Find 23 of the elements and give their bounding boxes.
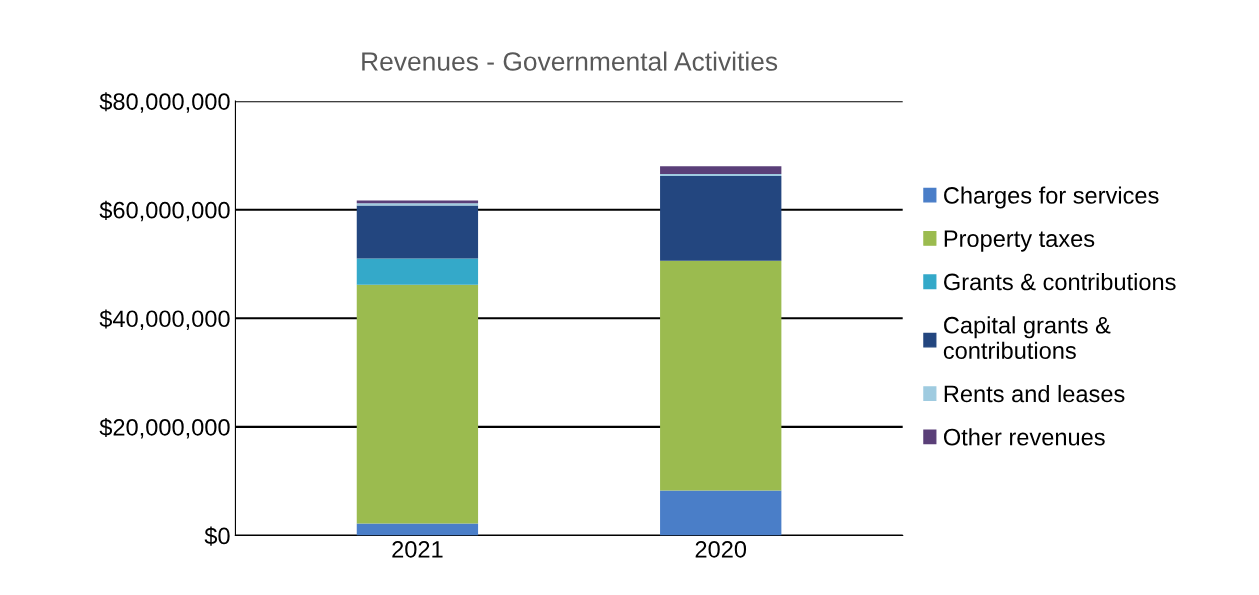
bar <box>356 258 479 285</box>
y-tick-label: $60,000,000 <box>99 200 230 222</box>
bar <box>660 260 782 491</box>
x-tick-label: 2020 <box>695 540 747 558</box>
legend-label: Grants & contributions <box>944 272 1176 291</box>
legend-label: Charges for services <box>944 186 1159 209</box>
legend-label: Other revenues <box>943 428 1105 446</box>
legend-label: Rents and leases <box>944 384 1125 403</box>
legend-label: Property taxes <box>944 230 1095 252</box>
bar <box>356 523 479 536</box>
y-tick-label: $80,000,000 <box>99 92 230 113</box>
bar <box>660 176 782 261</box>
y-tick-label: $20,000,000 <box>99 417 230 439</box>
bar <box>660 490 782 536</box>
y-tick-label: $40,000,000 <box>99 309 230 330</box>
bar <box>660 173 782 177</box>
bar <box>660 166 782 174</box>
legend-label: Capital grants & contributions <box>943 316 1111 360</box>
bar <box>356 284 479 524</box>
bar <box>356 205 479 259</box>
x-tick-label: 2021 <box>392 540 443 558</box>
chart-title: Revenues - Governmental Activities <box>362 51 778 71</box>
y-tick-label: $0 <box>204 526 230 546</box>
